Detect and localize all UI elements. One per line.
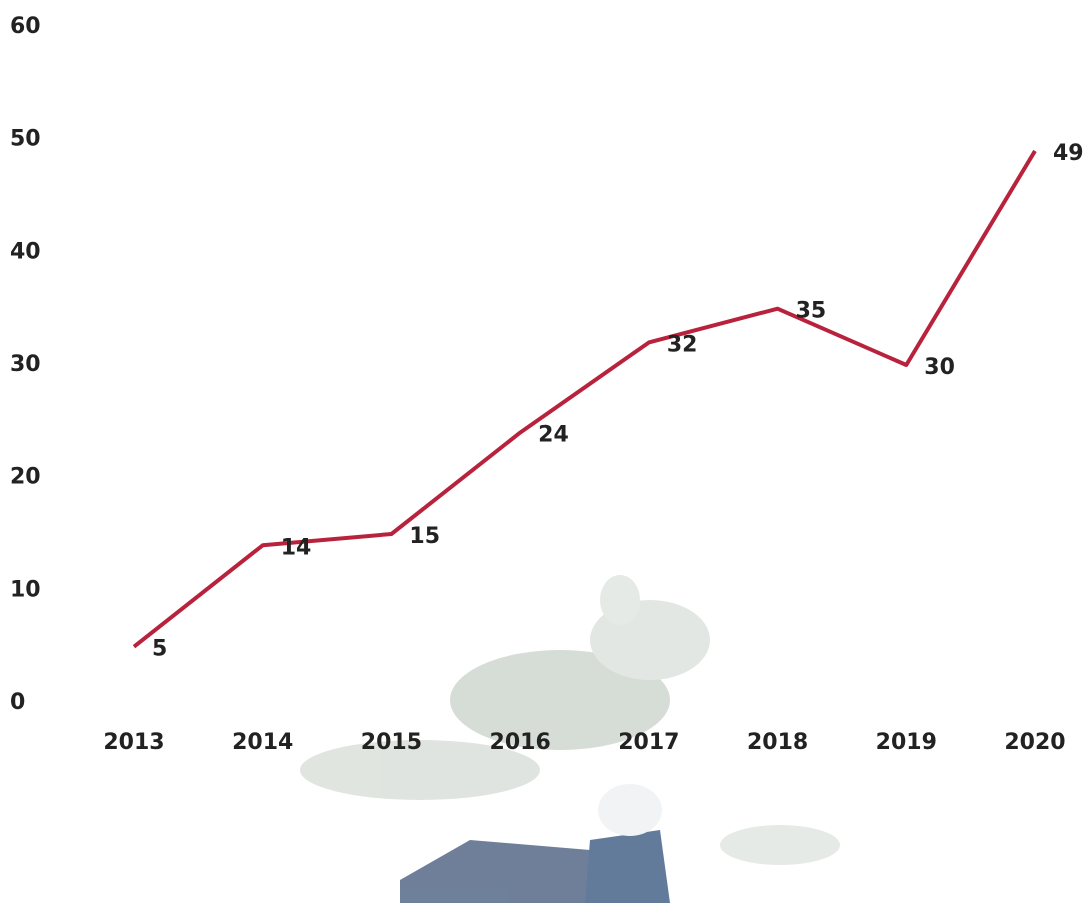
x-tick-label: 2013 — [103, 730, 164, 755]
data-label: 32 — [667, 332, 698, 357]
data-label: 15 — [409, 524, 440, 549]
data-label: 5 — [152, 637, 167, 662]
line — [132, 149, 1037, 649]
data-label: 35 — [796, 299, 827, 324]
y-tick-label: 60 — [10, 14, 41, 39]
x-tick-label: 2019 — [876, 730, 937, 755]
data-label: 49 — [1053, 141, 1084, 166]
data-label: 24 — [538, 423, 569, 448]
y-tick-label: 30 — [10, 352, 41, 377]
background-photo — [300, 575, 840, 903]
x-tick-label: 2020 — [1004, 730, 1065, 755]
x-tick-label: 2018 — [747, 730, 808, 755]
x-tick-label: 2016 — [490, 730, 551, 755]
y-tick-label: 10 — [10, 577, 41, 602]
y-tick-label: 20 — [10, 465, 41, 490]
x-tick-label: 2015 — [361, 730, 422, 755]
x-tick-label: 2017 — [618, 730, 679, 755]
x-tick-label: 2014 — [232, 730, 293, 755]
y-tick-label: 50 — [10, 127, 41, 152]
data-label: 14 — [281, 535, 312, 560]
y-tick-label: 0 — [10, 690, 25, 715]
data-label: 30 — [924, 355, 955, 380]
y-tick-label: 40 — [10, 239, 41, 264]
